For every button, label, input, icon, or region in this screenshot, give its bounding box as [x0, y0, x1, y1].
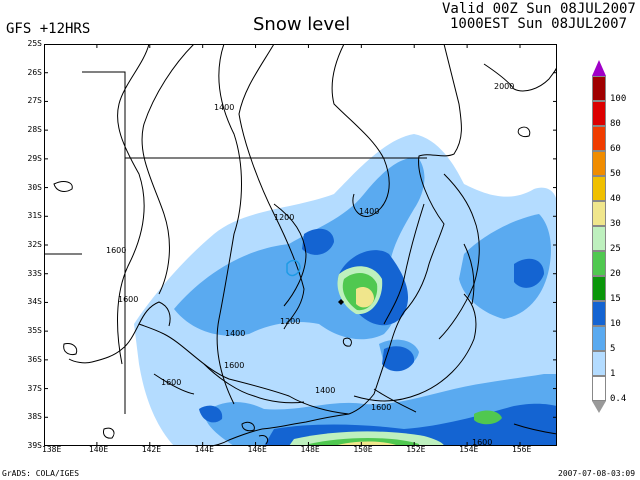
- legend-swatch: [592, 226, 606, 251]
- latitude-label: 30S: [27, 182, 42, 192]
- latitude-label: 39S: [27, 441, 42, 450]
- legend-label: 15: [610, 294, 621, 304]
- contour-label: 2000: [494, 82, 514, 91]
- valid-time-local: 1000EST Sun 08JUL2007: [450, 16, 628, 32]
- legend-top-arrow: [592, 60, 606, 76]
- legend-label: 1: [610, 369, 616, 379]
- state-borders: [44, 71, 427, 414]
- page-title: Snow level: [253, 14, 351, 35]
- valid-time-utc: Valid 00Z Sun 08JUL2007: [442, 1, 636, 17]
- latitude-label: 27S: [27, 96, 42, 106]
- legend-swatch: [592, 351, 606, 376]
- latitude-label: 34S: [27, 297, 42, 307]
- legend-swatch: [592, 326, 606, 351]
- legend-label: 50: [610, 169, 621, 179]
- cyan-contour: [286, 259, 301, 277]
- contour-label: 1600: [118, 295, 138, 304]
- contour-label: 1400: [225, 329, 245, 338]
- longitude-label: 148E: [300, 445, 320, 454]
- legend-colorbar: 100 80 60 50 40 30 25 20 15 10 5 1 0.4: [588, 60, 638, 413]
- longitude-label: 138E: [42, 445, 62, 454]
- contour-label: 1400: [359, 207, 379, 216]
- legend-label: 5: [610, 344, 616, 354]
- longitude-label: 154E: [459, 445, 479, 454]
- legend-swatch: [592, 201, 606, 226]
- latitude-label: 36S: [27, 354, 42, 364]
- contour-label: 1200: [280, 317, 300, 326]
- contour-label: 1600: [106, 246, 126, 255]
- longitude-label: 150E: [353, 445, 373, 454]
- longitude-label: 156E: [512, 445, 532, 454]
- model-label: GFS +12HRS: [6, 21, 91, 37]
- axis-ticks: [44, 44, 557, 446]
- latitude-label: 35S: [27, 326, 42, 336]
- longitude-label: 146E: [247, 445, 267, 454]
- legend-label: 10: [610, 319, 621, 329]
- legend-swatch: [592, 376, 606, 401]
- longitude-label: 142E: [141, 445, 162, 454]
- legend-swatch: [592, 251, 606, 276]
- precip-shading: [134, 134, 557, 446]
- legend-label: 20: [610, 269, 621, 279]
- latitude-label: 37S: [27, 383, 42, 393]
- legend-label: 100: [610, 94, 627, 104]
- legend-label: 60: [610, 144, 621, 154]
- contour-labels: 2000 1400 1400 1200 1200 1600 1600 1400 …: [106, 82, 514, 446]
- credit-text: GrADS: COLA/IGES: [2, 469, 80, 478]
- legend-label: 30: [610, 219, 621, 229]
- contour-label: 1400: [214, 103, 234, 112]
- latitude-label: 32S: [27, 240, 42, 249]
- legend-label: 80: [610, 119, 621, 129]
- contour-label: 1600: [371, 403, 391, 412]
- legend-label: 25: [610, 244, 621, 254]
- contour-label: 1600: [224, 361, 244, 370]
- snow-level-contours: [117, 44, 557, 435]
- contour-label: 1600: [472, 438, 492, 446]
- snow-level-map: 2000 1400 1400 1200 1200 1600 1600 1400 …: [44, 44, 557, 446]
- legend-swatch: [592, 151, 606, 176]
- latitude-label: 33S: [27, 268, 42, 278]
- legend-swatch: [592, 276, 606, 301]
- legend-label: 0.4: [610, 394, 627, 404]
- latitude-labels: 25S 26S 27S 28S 29S 30S 31S 32S 33S 34S 35S 36S 37S 3…: [20, 0, 44, 480]
- latitude-label: 26S: [27, 67, 42, 77]
- latitude-label: 28S: [27, 125, 42, 135]
- contour-label: 1400: [315, 386, 335, 395]
- contour-label: 1200: [274, 213, 294, 222]
- legend-swatch: [592, 126, 606, 151]
- legend-swatch: [592, 101, 606, 126]
- latitude-label: 31S: [27, 211, 42, 221]
- legend-swatch: [592, 76, 606, 101]
- longitude-label: 144E: [194, 445, 214, 454]
- timestamp-text: 2007-07-08-03:09: [558, 469, 636, 478]
- legend-swatch: [592, 176, 606, 201]
- legend-swatch: [592, 301, 606, 326]
- contour-label: 1600: [161, 378, 181, 387]
- location-marker: [338, 299, 344, 305]
- longitude-label: 140E: [88, 445, 109, 454]
- latitude-label: 29S: [27, 153, 42, 163]
- legend-label: 40: [610, 194, 621, 204]
- latitude-label: 38S: [27, 412, 42, 422]
- longitude-labels: 138E 140E 142E 144E 146E 148E 150E 152E 154E 156E: [0, 446, 640, 460]
- legend-bottom-arrow: [592, 401, 606, 413]
- coastline: [53, 44, 531, 446]
- longitude-label: 152E: [406, 445, 426, 454]
- latitude-label: 25S: [27, 39, 42, 48]
